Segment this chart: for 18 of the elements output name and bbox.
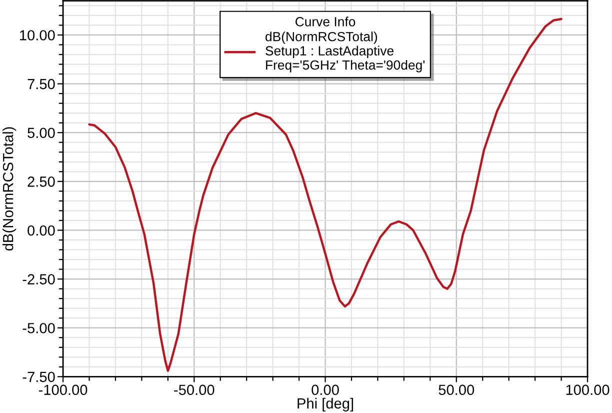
y-tick-label: 7.50 xyxy=(28,78,55,90)
x-tick-label: 0.00 xyxy=(312,384,339,396)
legend-label: dB(NormRCSTotal) Setup1 : LastAdaptive Freq='5GHz' Theta='90deg' xyxy=(266,32,425,72)
y-tick-label: 2.50 xyxy=(28,176,55,187)
x-tick-label: 50.00 xyxy=(438,384,474,396)
y-tick-label: 5.00 xyxy=(28,128,55,138)
x-axis-title: Phi [deg] xyxy=(298,398,354,412)
y-axis-title: dB(NormRCSTotal) xyxy=(2,127,16,251)
y-tick-label: 0.00 xyxy=(28,225,55,236)
x-tick-label: -100.00 xyxy=(38,384,88,396)
y-tick-label: -2.50 xyxy=(22,274,55,284)
y-tick-label: 10.00 xyxy=(20,30,55,40)
x-tick-label: -50.00 xyxy=(174,384,214,396)
y-tick-label: -5.00 xyxy=(22,322,55,334)
x-tick-label: 100.00 xyxy=(566,384,610,396)
y-tick-label: -7.50 xyxy=(22,372,55,382)
line-series xyxy=(88,18,562,372)
legend-title: Curve Info xyxy=(296,16,356,26)
